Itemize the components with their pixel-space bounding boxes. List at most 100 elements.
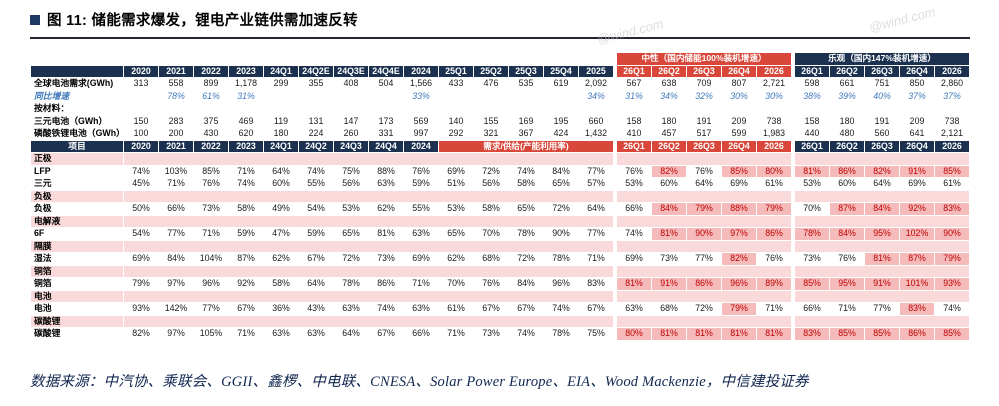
cell: 82% (864, 164, 901, 178)
table-row: 磷酸铁锂电池（GWh） 100 200 430 620 180 224 260 331 997 29… (30, 127, 971, 141)
cell: 660 (578, 114, 614, 128)
cell: 81% (368, 227, 404, 241)
section-band (615, 289, 793, 303)
cell: 74% (934, 302, 971, 316)
table-row: 电解液 (30, 214, 971, 228)
cell: 64% (686, 177, 722, 191)
column-gap (613, 227, 617, 240)
cell: 54% (298, 202, 334, 216)
corner-cell (30, 64, 124, 78)
column-gap (791, 265, 795, 278)
cell: 88% (721, 202, 757, 216)
column-header: 2023 (228, 139, 264, 153)
column-gap (791, 65, 795, 78)
table-row: 负极 (30, 189, 971, 203)
cell: 73% (368, 252, 404, 266)
column-gap (613, 65, 617, 78)
column-gap (613, 252, 617, 265)
cell: 55% (403, 202, 439, 216)
column-gap (613, 165, 617, 178)
cell: 2,721 (755, 77, 793, 91)
cell: 76% (473, 277, 509, 291)
column-gap (613, 177, 617, 190)
cell (158, 102, 194, 116)
cell: 85% (721, 164, 757, 178)
column-header: 26Q1 (616, 139, 652, 153)
cell: 36% (263, 302, 299, 316)
section-band (123, 189, 614, 203)
cell: 66% (403, 327, 439, 341)
section-band (123, 289, 614, 303)
cell: 79% (721, 302, 757, 316)
cell: 433 (438, 77, 474, 91)
cell: 63% (263, 327, 299, 341)
cell: 469 (228, 114, 264, 128)
cell: 51% (438, 177, 474, 191)
section-label: 电解液 (30, 214, 124, 228)
cell: 83% (794, 327, 831, 341)
cell: 85% (193, 164, 229, 178)
cell: 97% (721, 227, 757, 241)
table-row: 隔膜 (30, 239, 971, 253)
cell: 65% (333, 227, 369, 241)
cell: 77% (864, 302, 901, 316)
column-gap (613, 265, 617, 278)
cell: 72% (333, 252, 369, 266)
cell: 62% (438, 252, 474, 266)
cell: 641 (899, 127, 936, 141)
cell: 84% (829, 227, 866, 241)
column-header: 26Q1 (794, 139, 831, 153)
column-gap (791, 90, 795, 103)
cell: 191 (686, 114, 722, 128)
column-gap (791, 152, 795, 165)
cell: 53% (616, 177, 652, 191)
column-gap (613, 290, 617, 303)
cell: 58% (228, 202, 264, 216)
section-band (794, 314, 971, 328)
cell: 66% (616, 202, 652, 216)
cell: 89% (755, 277, 793, 291)
watermark: @wind.com (595, 15, 665, 48)
column-header: 26Q1 (616, 64, 652, 78)
cell (368, 102, 404, 116)
cell: 76% (686, 164, 722, 178)
column-gap (613, 202, 617, 215)
cell: 1,178 (228, 77, 264, 91)
cell (543, 102, 579, 116)
cell: 86% (899, 327, 936, 341)
cell: 599 (721, 127, 757, 141)
cell: 82% (651, 164, 687, 178)
cell: 155 (473, 114, 509, 128)
table-row: 电池 (30, 289, 971, 303)
data-source: 数据来源：中汽协、乘联会、GGII、鑫椤、中电联、CNESA、Solar Pow… (30, 374, 809, 390)
cell: 738 (755, 114, 793, 128)
cell: 79% (686, 202, 722, 216)
column-header: 24Q3E (333, 64, 369, 78)
cell: 567 (616, 77, 652, 91)
cell: 65% (438, 227, 474, 241)
cell: 480 (829, 127, 866, 141)
cell: 209 (721, 114, 757, 128)
cell: 96% (543, 277, 579, 291)
row-label: 三元电池（GWh） (30, 114, 124, 128)
section-band (123, 214, 614, 228)
cell (438, 89, 474, 103)
cell (263, 102, 299, 116)
cell: 180 (651, 114, 687, 128)
cell: 74% (543, 302, 579, 316)
cell: 53% (438, 202, 474, 216)
cell (298, 102, 334, 116)
row-label: 铜箔 (30, 277, 124, 291)
cell: 67% (508, 302, 544, 316)
column-header: 26Q2 (651, 139, 687, 153)
cell: 191 (864, 114, 901, 128)
column-gap (613, 240, 617, 253)
section-label: 电池 (30, 289, 124, 303)
cell: 620 (228, 127, 264, 141)
column-gap (791, 77, 795, 90)
cell: 87% (899, 252, 936, 266)
section-band (794, 239, 971, 253)
cell: 91% (899, 164, 936, 178)
section-band (615, 189, 793, 203)
section-band (615, 214, 793, 228)
